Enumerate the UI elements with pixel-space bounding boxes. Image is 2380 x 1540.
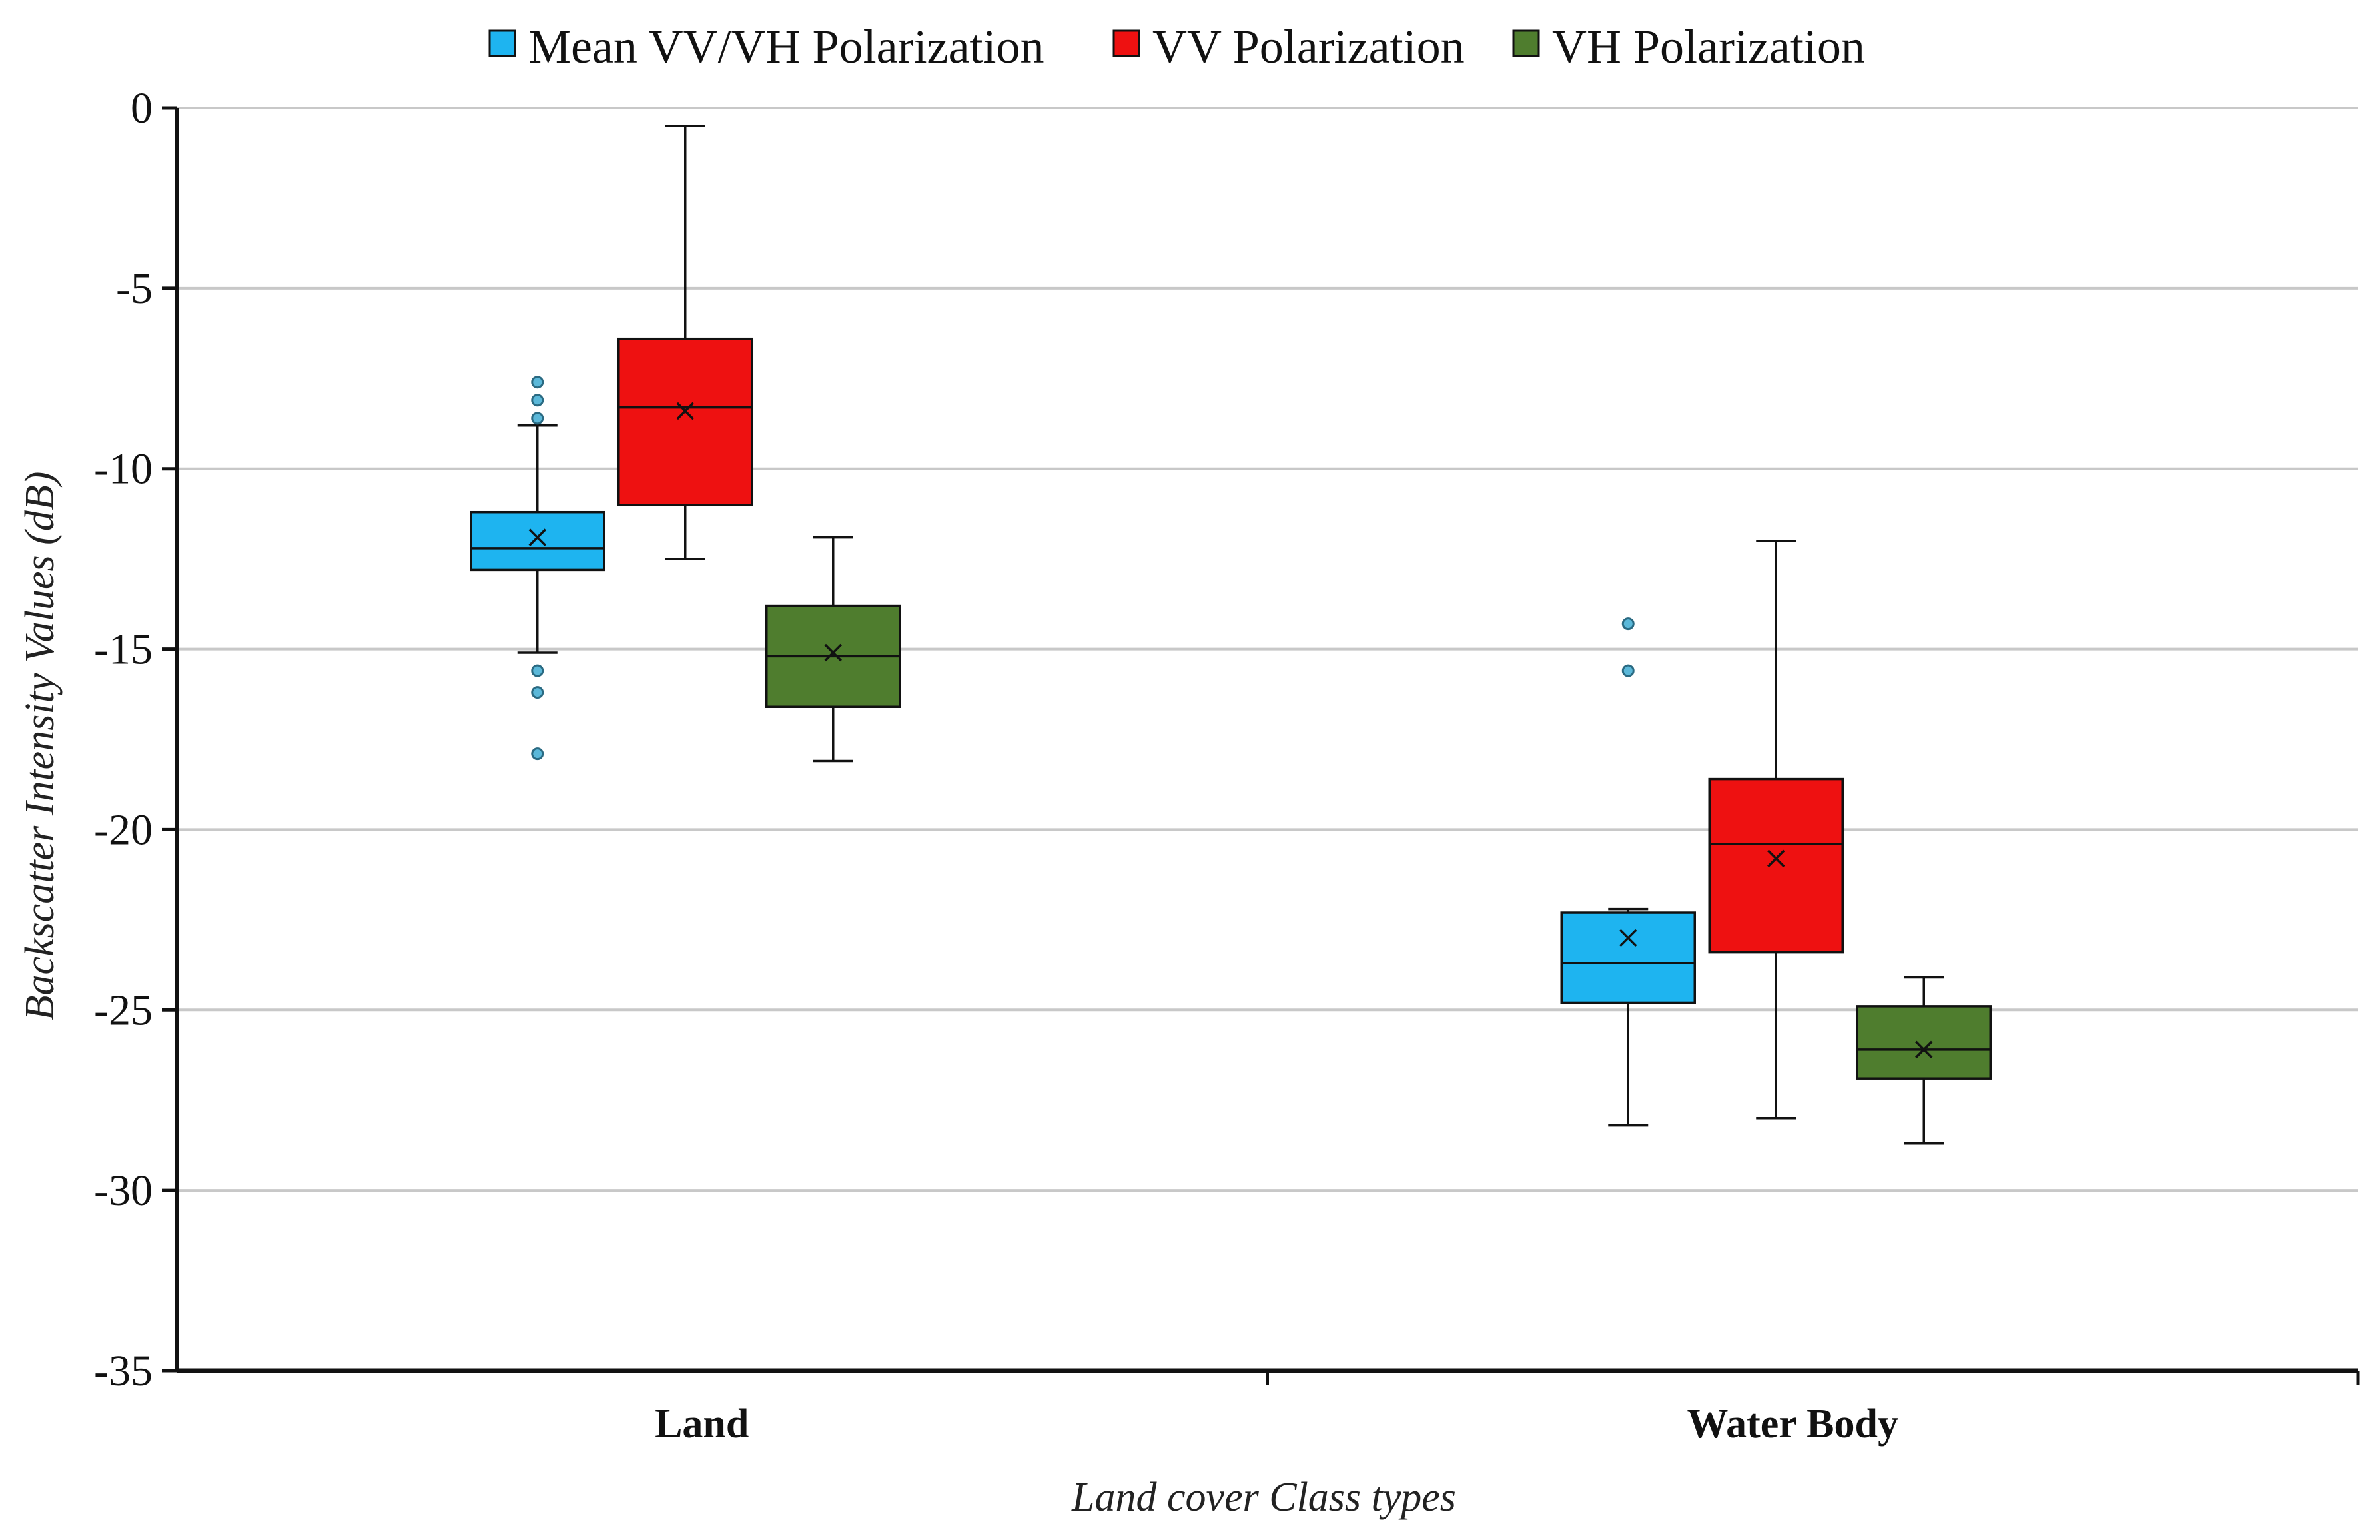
- y-tick-label: 0: [131, 84, 153, 133]
- gridlines: [177, 107, 2358, 1192]
- mean-marker: [528, 528, 546, 546]
- box-mean-vv-vh-polarization-land: [470, 376, 605, 761]
- y-axis-title: Backscatter Intensity Values (dB): [17, 472, 63, 1021]
- legend-item-vv-polarization: VV Polarization: [1112, 20, 1465, 73]
- box-vh-polarization-water-body: [1856, 976, 1992, 1145]
- legend-swatch: [1112, 29, 1140, 57]
- legend-item-mean-vv-vh-polarization: Mean VV/VH Polarization: [488, 20, 1044, 73]
- outlier-point: [531, 664, 544, 677]
- legend-label: Mean VV/VH Polarization: [528, 20, 1044, 73]
- mean-marker: [1619, 929, 1637, 947]
- mean-marker: [824, 643, 842, 662]
- legend-label: VV Polarization: [1152, 20, 1465, 73]
- outlier-point: [531, 686, 544, 699]
- legend-label: VH Polarization: [1552, 20, 1865, 73]
- y-tick-label: -25: [94, 986, 153, 1034]
- interquartile-box: [1856, 1005, 1992, 1080]
- box-vv-polarization-water-body: [1708, 540, 1844, 1120]
- outlier-point: [531, 747, 544, 761]
- legend-swatch: [1512, 29, 1540, 57]
- outlier-point: [1621, 664, 1635, 677]
- outlier-point: [531, 412, 544, 425]
- y-tick-label: -30: [94, 1166, 153, 1215]
- boxes: [470, 125, 1992, 1145]
- y-tick-label: -5: [116, 264, 153, 313]
- axes: 0 -5 -10 -15 -20 -25 -30 -35 Land Water Body: [94, 84, 2360, 1447]
- box-vh-polarization-land: [765, 536, 901, 763]
- box-mean-vv-vh-polarization-water-body: [1560, 617, 1696, 1127]
- interquartile-box: [1560, 911, 1696, 1004]
- outlier-point: [531, 376, 544, 389]
- mean-marker: [1915, 1040, 1933, 1059]
- legend-swatch: [488, 29, 516, 57]
- interquartile-box: [617, 337, 753, 506]
- y-tick-label: -10: [94, 445, 153, 494]
- y-tick-label: -20: [94, 805, 153, 854]
- outlier-point: [531, 394, 544, 407]
- legend-item-vh-polarization: VH Polarization: [1512, 20, 1865, 73]
- x-category-label: Land: [655, 1401, 749, 1447]
- interquartile-box: [1708, 777, 1844, 954]
- interquartile-box: [470, 510, 605, 572]
- mean-marker: [1767, 849, 1785, 868]
- legend: Mean VV/VH Polarization VV Polarization VH…: [488, 20, 1865, 73]
- x-axis-title: Land cover Class types: [1071, 1475, 1456, 1520]
- box-vv-polarization-land: [617, 125, 753, 560]
- outlier-point: [1621, 617, 1635, 631]
- x-category-label: Water Body: [1687, 1401, 1898, 1447]
- y-tick-label: -35: [94, 1347, 153, 1395]
- y-tick-label: -15: [94, 625, 153, 674]
- mean-marker: [676, 402, 694, 420]
